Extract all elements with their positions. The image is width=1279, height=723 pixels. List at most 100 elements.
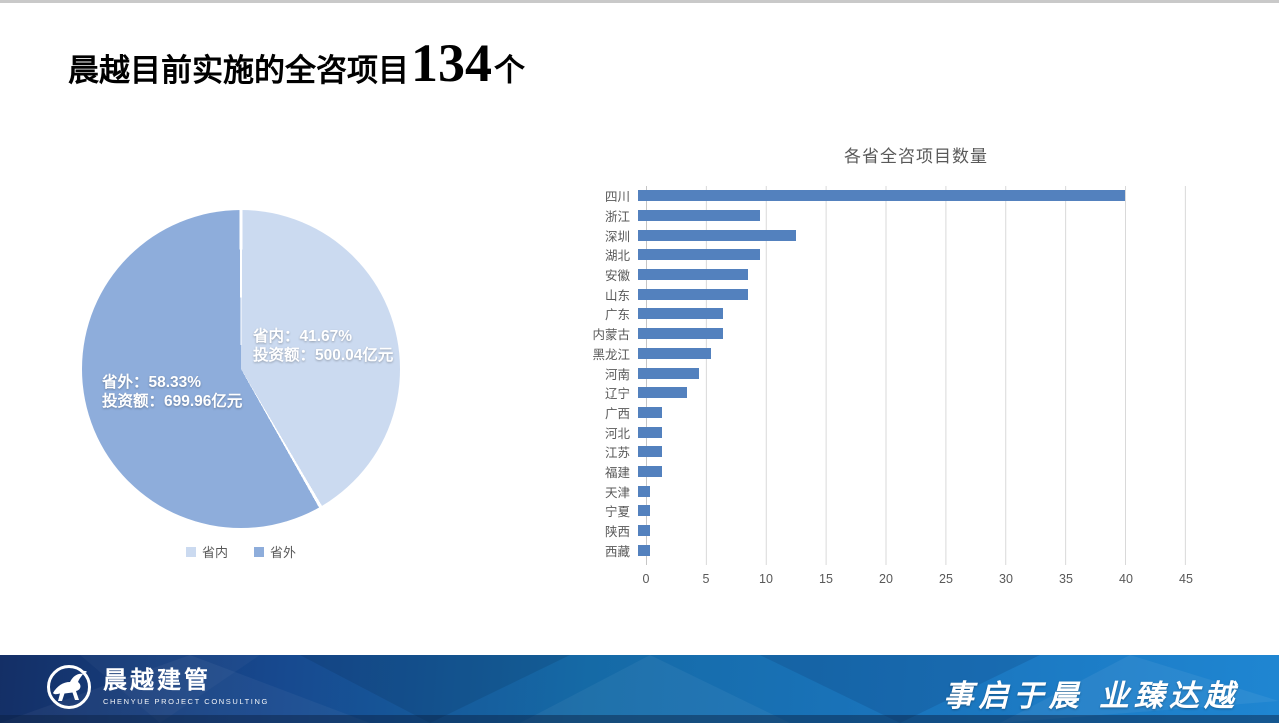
page-title-count: 134 <box>411 33 492 93</box>
x-axis-tick-label: 45 <box>1179 572 1193 586</box>
bar-track <box>638 540 1186 560</box>
pie-graphic <box>82 210 400 528</box>
pie-label-inner-line2: 投资额：500.04亿元 <box>253 347 394 364</box>
bar-track <box>638 363 1186 383</box>
bar-row-河南: 河南 <box>582 363 1186 383</box>
bar-value <box>638 249 760 261</box>
window-top-edge <box>0 0 1279 3</box>
bar-category-label: 河南 <box>604 367 630 382</box>
bar-track <box>638 501 1186 521</box>
bar-category-label: 山东 <box>604 288 630 303</box>
legend-item-inner: 省内 <box>185 542 228 561</box>
footer-logo-text: 晨越建管 CHENYUE PROJECT CONSULTING <box>103 667 269 707</box>
bar-value <box>638 190 1126 202</box>
bar-value <box>638 308 724 320</box>
pie-label-outer-line2: 投资额：699.96亿元 <box>102 393 243 410</box>
bar-value <box>638 406 663 418</box>
bar-track <box>638 521 1186 541</box>
bar-row-四川: 四川 <box>582 186 1186 206</box>
bar-row-广东: 广东 <box>582 304 1186 324</box>
bar-value <box>638 210 760 222</box>
page-title-text: 晨越目前实施的全咨项目 <box>68 53 409 88</box>
bar-row-福建: 福建 <box>582 462 1186 482</box>
legend-label-outer: 省外 <box>270 545 297 560</box>
pie-label-outer: 省外：58.33% 投资额：699.96亿元 <box>102 373 242 411</box>
footer-logo-subtitle: CHENYUE PROJECT CONSULTING <box>103 697 269 706</box>
bar-chart-x-axis: 0 5 10 15 20 25 30 35 40 45 <box>642 572 1193 588</box>
bar-track <box>638 245 1186 265</box>
footer-banner: 晨越建管 CHENYUE PROJECT CONSULTING 事启于晨 业臻达… <box>0 655 1279 723</box>
bar-category-label: 河北 <box>604 426 630 441</box>
bar-row-天津: 天津 <box>582 481 1186 501</box>
bar-track <box>638 442 1186 462</box>
x-axis-tick-label: 20 <box>879 572 893 586</box>
footer-logo-name: 晨越建管 <box>103 667 211 694</box>
bar-category-label: 浙江 <box>604 210 630 225</box>
bar-value <box>638 544 651 556</box>
bar-category-label: 深圳 <box>604 229 630 244</box>
x-axis-tick-label: 25 <box>939 572 953 586</box>
bar-category-label: 福建 <box>604 465 630 480</box>
bar-row-深圳: 深圳 <box>582 225 1186 245</box>
bar-row-宁夏: 宁夏 <box>582 501 1186 521</box>
bar-value <box>638 485 651 497</box>
bar-track <box>638 422 1186 442</box>
bar-track <box>638 324 1186 344</box>
bar-value <box>638 229 797 241</box>
bar-track <box>638 265 1186 285</box>
bar-row-江苏: 江苏 <box>582 442 1186 462</box>
bar-row-湖北: 湖北 <box>582 245 1186 265</box>
bar-value <box>638 525 651 537</box>
bar-chart: 各省全咨项目数量 四川 浙江 深圳 湖北 安徽 山东 广东 内蒙古 黑龙江 河南 辽宁 广西 河北 江苏福… <box>582 140 1193 590</box>
pie-legend: 省内 省外 <box>82 542 400 561</box>
bar-category-label: 天津 <box>604 485 630 500</box>
pie-label-inner: 省内：41.67% 投资额：500.04亿元 <box>253 327 393 365</box>
bar-category-label: 内蒙古 <box>592 328 630 343</box>
bar-category-label: 辽宁 <box>604 387 630 402</box>
bar-value <box>638 465 663 477</box>
bar-value <box>638 426 663 438</box>
bar-track <box>638 383 1186 403</box>
bar-row-西藏: 西藏 <box>582 540 1186 560</box>
bar-row-陕西: 陕西 <box>582 521 1186 541</box>
bar-value <box>638 347 712 359</box>
bar-category-label: 陕西 <box>604 525 630 540</box>
bar-value <box>638 367 699 379</box>
bar-category-label: 四川 <box>604 190 630 205</box>
bar-category-label: 广西 <box>604 406 630 421</box>
bar-category-label: 广东 <box>604 308 630 323</box>
bar-category-label: 湖北 <box>604 249 630 264</box>
x-axis-tick-label: 5 <box>702 572 710 586</box>
pie-label-outer-line1: 省外：58.33% <box>102 374 202 391</box>
bar-value <box>638 288 748 300</box>
bar-track <box>638 206 1186 226</box>
page-title-suffix: 个 <box>494 53 525 88</box>
bar-track <box>638 344 1186 364</box>
bar-category-label: 安徽 <box>604 269 630 284</box>
bar-track <box>638 304 1186 324</box>
bar-category-label: 江苏 <box>604 446 630 461</box>
bar-row-浙江: 浙江 <box>582 206 1186 226</box>
bar-row-安徽: 安徽 <box>582 265 1186 285</box>
x-axis-tick-label: 30 <box>999 572 1013 586</box>
bar-track <box>638 403 1186 423</box>
bar-value <box>638 387 687 399</box>
legend-swatch-inner <box>185 546 196 557</box>
bar-track <box>638 284 1186 304</box>
page-title: 晨越目前实施的全咨项目 134 个 <box>68 36 525 90</box>
bar-chart-title: 各省全咨项目数量 <box>844 147 988 166</box>
legend-swatch-outer <box>254 546 264 557</box>
bar-track <box>638 186 1186 206</box>
footer-logo: 晨越建管 CHENYUE PROJECT CONSULTING <box>45 663 269 711</box>
bar-value <box>638 505 651 517</box>
legend-label-inner: 省内 <box>201 545 228 560</box>
bar-category-label: 宁夏 <box>604 505 630 520</box>
bar-track <box>638 481 1186 501</box>
bar-track <box>638 462 1186 482</box>
bar-track <box>638 225 1186 245</box>
bar-value <box>638 269 748 281</box>
x-axis-tick-label: 0 <box>642 572 650 586</box>
footer-bottom-strip <box>0 715 1279 723</box>
x-axis-tick-label: 35 <box>1059 572 1073 586</box>
bar-row-河北: 河北 <box>582 422 1186 442</box>
